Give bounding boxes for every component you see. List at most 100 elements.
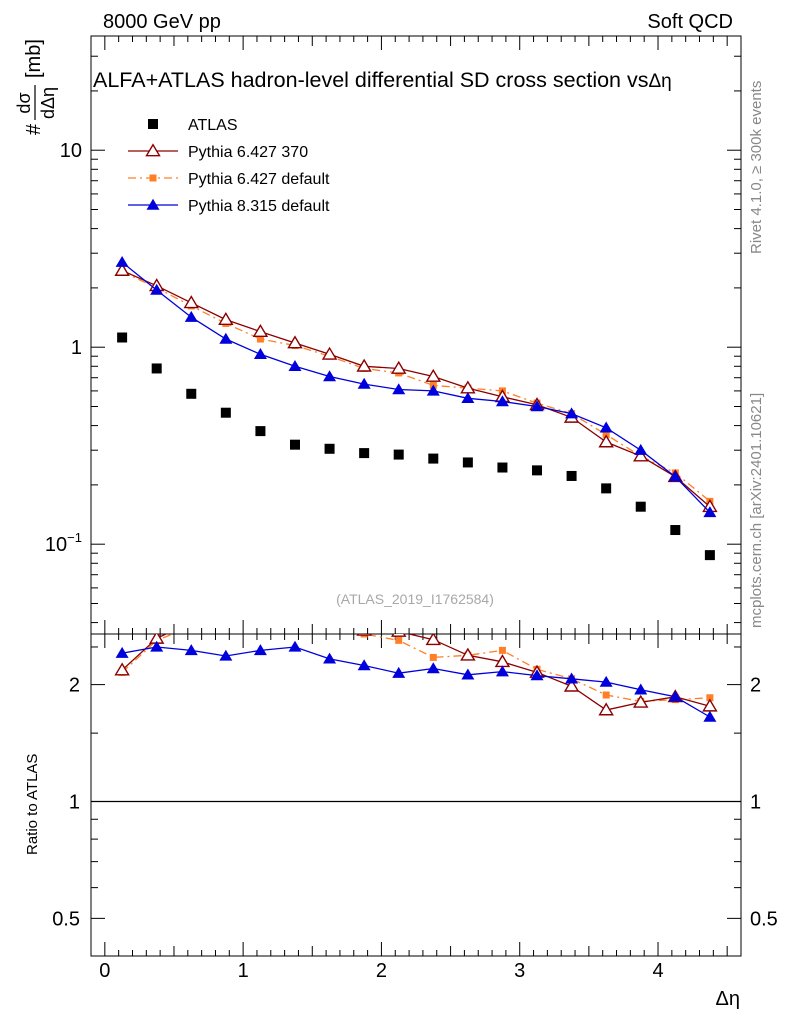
series-pythia-6-427-default xyxy=(118,268,714,505)
ratio-point xyxy=(706,694,714,702)
ratio-line xyxy=(121,634,711,711)
y-tick-label: 10−1 xyxy=(45,530,82,556)
ratio-axis-ticks: 0.5 0.5 1 1 2 2 0 1 2 3 4 xyxy=(52,634,778,982)
legend-marker xyxy=(146,198,160,210)
series-line xyxy=(121,261,711,513)
x-tick-label: 4 xyxy=(652,960,663,982)
ratio-point xyxy=(461,668,475,680)
ratio-point xyxy=(356,634,372,636)
legend-item: Pythia 6.427 default xyxy=(128,171,330,188)
ratio-point xyxy=(429,653,437,661)
ratio-y-tick-label-right: 2 xyxy=(750,675,761,697)
data-point xyxy=(220,407,231,418)
data-point xyxy=(151,363,162,374)
ratio-point xyxy=(598,702,614,716)
series-pythia-8-315-default xyxy=(115,255,717,518)
ratio-point xyxy=(390,634,407,637)
data-point xyxy=(635,501,646,512)
y-tick-label-mantissa: 1 xyxy=(71,337,82,359)
ratio-plot-frame xyxy=(90,633,742,957)
data-point xyxy=(425,368,442,382)
ratio-point xyxy=(633,694,649,708)
ratio-point xyxy=(184,644,198,656)
ratio-point xyxy=(188,623,195,630)
ratio-y-tick-label: 1 xyxy=(69,791,80,813)
ratio-y-tick-label: 0.5 xyxy=(52,908,80,930)
legend-item: ATLAS xyxy=(148,117,238,134)
ratio-point xyxy=(634,683,648,695)
ratio-point xyxy=(498,646,506,654)
chart-title: ALFA+ATLAS hadron-level differential SD … xyxy=(93,68,672,92)
ratio-point xyxy=(219,649,233,661)
data-point xyxy=(668,470,682,482)
ratio-point xyxy=(395,636,403,644)
x-tick-label: 1 xyxy=(238,960,249,982)
ratio-point xyxy=(323,609,336,620)
legend-label: Pythia 6.427 default xyxy=(188,171,330,188)
data-point xyxy=(117,332,128,343)
legend-marker xyxy=(145,143,161,157)
y-axis-label: # dσ dΔη [mb] xyxy=(14,39,58,135)
y-tick-label: 1 xyxy=(71,337,82,359)
ratio-point xyxy=(115,646,129,658)
category-label: Soft QCD xyxy=(647,11,733,33)
data-point xyxy=(150,283,164,295)
ratio-point xyxy=(253,644,267,656)
analysis-id: (ATLAS_2019_I1762584) xyxy=(336,591,494,607)
y-tick-label-exponent: −1 xyxy=(67,530,82,545)
data-point xyxy=(357,377,371,389)
data-point xyxy=(392,383,406,395)
data-point xyxy=(393,449,404,460)
ratio-point xyxy=(392,666,406,678)
data-point xyxy=(495,395,509,407)
series-atlas xyxy=(117,332,715,561)
x-axis-label: Δη xyxy=(716,988,740,1010)
ratio-point xyxy=(222,622,229,629)
data-point xyxy=(255,426,266,437)
data-point xyxy=(115,255,129,267)
chart-title-symbol: Δη xyxy=(648,71,671,92)
ratio-clip-group xyxy=(114,599,718,722)
main-data-series xyxy=(114,255,718,561)
data-point xyxy=(287,335,303,349)
data-point xyxy=(288,360,302,371)
data-point xyxy=(356,358,372,372)
legend-item: Pythia 8.315 default xyxy=(128,198,330,215)
legend-marker xyxy=(148,119,158,129)
data-point xyxy=(601,483,612,494)
series-line xyxy=(121,271,711,502)
ratio-point xyxy=(530,669,544,681)
ratio-point xyxy=(357,659,371,671)
data-point xyxy=(703,506,717,518)
ratio-point xyxy=(599,675,613,687)
data-point xyxy=(183,295,199,309)
data-point xyxy=(256,335,264,343)
data-point xyxy=(634,443,648,455)
x-tick-label: 0 xyxy=(99,960,110,982)
ratio-point xyxy=(257,616,264,623)
ratio-point xyxy=(150,640,164,652)
ratio-point xyxy=(114,662,130,676)
data-point xyxy=(186,388,197,399)
data-point xyxy=(599,421,613,433)
data-point xyxy=(390,360,407,374)
legend-marker xyxy=(149,174,157,182)
y-axis-label-unit: [mb] xyxy=(23,39,45,78)
data-point xyxy=(184,310,198,322)
ratio-point xyxy=(495,665,509,677)
data-point xyxy=(530,400,544,412)
data-point xyxy=(219,332,233,344)
ratio-axis-label: Ratio to ATLAS xyxy=(24,754,41,855)
data-point xyxy=(461,392,475,404)
ratio-point xyxy=(460,647,476,661)
ratio-line xyxy=(121,646,711,718)
ratio-point xyxy=(563,678,580,692)
ratio-y-tick-label: 2 xyxy=(69,675,80,697)
data-point xyxy=(252,323,269,338)
ratio-line xyxy=(121,634,710,703)
ratio-point xyxy=(254,599,267,610)
mcplots-source-label: mcplots.cern.ch [arXiv:2401.10621] xyxy=(748,393,765,628)
data-point xyxy=(426,384,440,396)
ratio-point xyxy=(703,710,717,722)
